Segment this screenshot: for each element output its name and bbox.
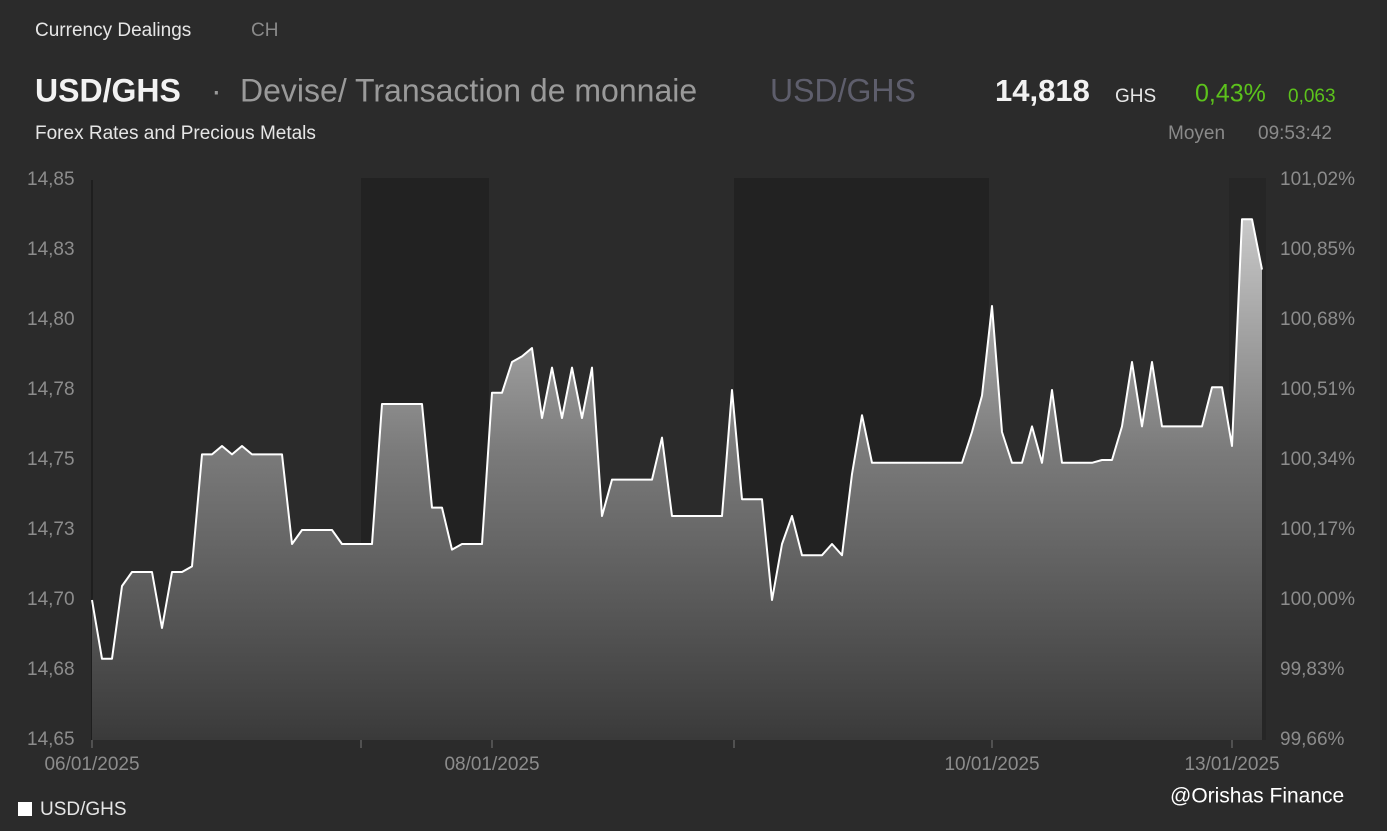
- y-tick-label: 14,80: [27, 309, 75, 330]
- x-tick-label: 13/01/2025: [1184, 754, 1279, 775]
- y2-tick-label: 101,02%: [1280, 169, 1355, 190]
- y2-tick-label: 100,00%: [1280, 589, 1355, 610]
- y2-tick-label: 100,51%: [1280, 379, 1355, 400]
- y-tick-label: 14,65: [27, 729, 75, 750]
- symbol: USD/GHS: [35, 72, 181, 108]
- area: [92, 219, 1262, 740]
- time: 09:53:42: [1258, 123, 1332, 144]
- y2-tick-label: 99,83%: [1280, 659, 1345, 680]
- description: Devise/ Transaction de monnaie: [240, 72, 697, 108]
- change-pct: 0,43%: [1195, 80, 1266, 108]
- x-tick-label: 08/01/2025: [444, 754, 539, 775]
- price-type: Moyen: [1168, 123, 1225, 144]
- symbol-alt: USD/GHS: [770, 72, 916, 108]
- y2-tick-label: 99,66%: [1280, 729, 1345, 750]
- plot: 14,65 14,68 14,70 14,73 14,75 14,78 14,80 14,83…: [27, 169, 1355, 775]
- source: Forex Rates and Precious Metals: [35, 123, 316, 144]
- line: [91, 218, 1263, 660]
- y-tick-label: 14,75: [27, 449, 75, 470]
- y-tick-label: 14,73: [27, 519, 75, 540]
- y-tick-label: 14,70: [27, 589, 75, 610]
- change-abs: 0,063: [1288, 86, 1336, 107]
- x-tick-label: 10/01/2025: [944, 754, 1039, 775]
- y2-tick-label: 100,68%: [1280, 309, 1355, 330]
- x-tick-label: 06/01/2025: [44, 754, 139, 775]
- price: 14,818: [995, 73, 1090, 108]
- separator: ·: [211, 72, 222, 108]
- y2-tick-label: 100,34%: [1280, 449, 1355, 470]
- y2-tick-label: 100,85%: [1280, 239, 1355, 260]
- y-tick-label: 14,78: [27, 379, 75, 400]
- legend-label: USD/GHS: [40, 799, 127, 820]
- watermark: @Orishas Finance: [1170, 785, 1344, 808]
- y-tick-label: 14,85: [27, 169, 75, 190]
- y-tick-label: 14,68: [27, 659, 75, 680]
- y2-tick-label: 100,17%: [1280, 519, 1355, 540]
- y-tick-label: 14,83: [27, 239, 75, 260]
- region: CH: [251, 20, 278, 41]
- currency: GHS: [1115, 86, 1156, 107]
- section-title: Currency Dealings: [35, 20, 191, 41]
- legend-swatch: [18, 802, 32, 816]
